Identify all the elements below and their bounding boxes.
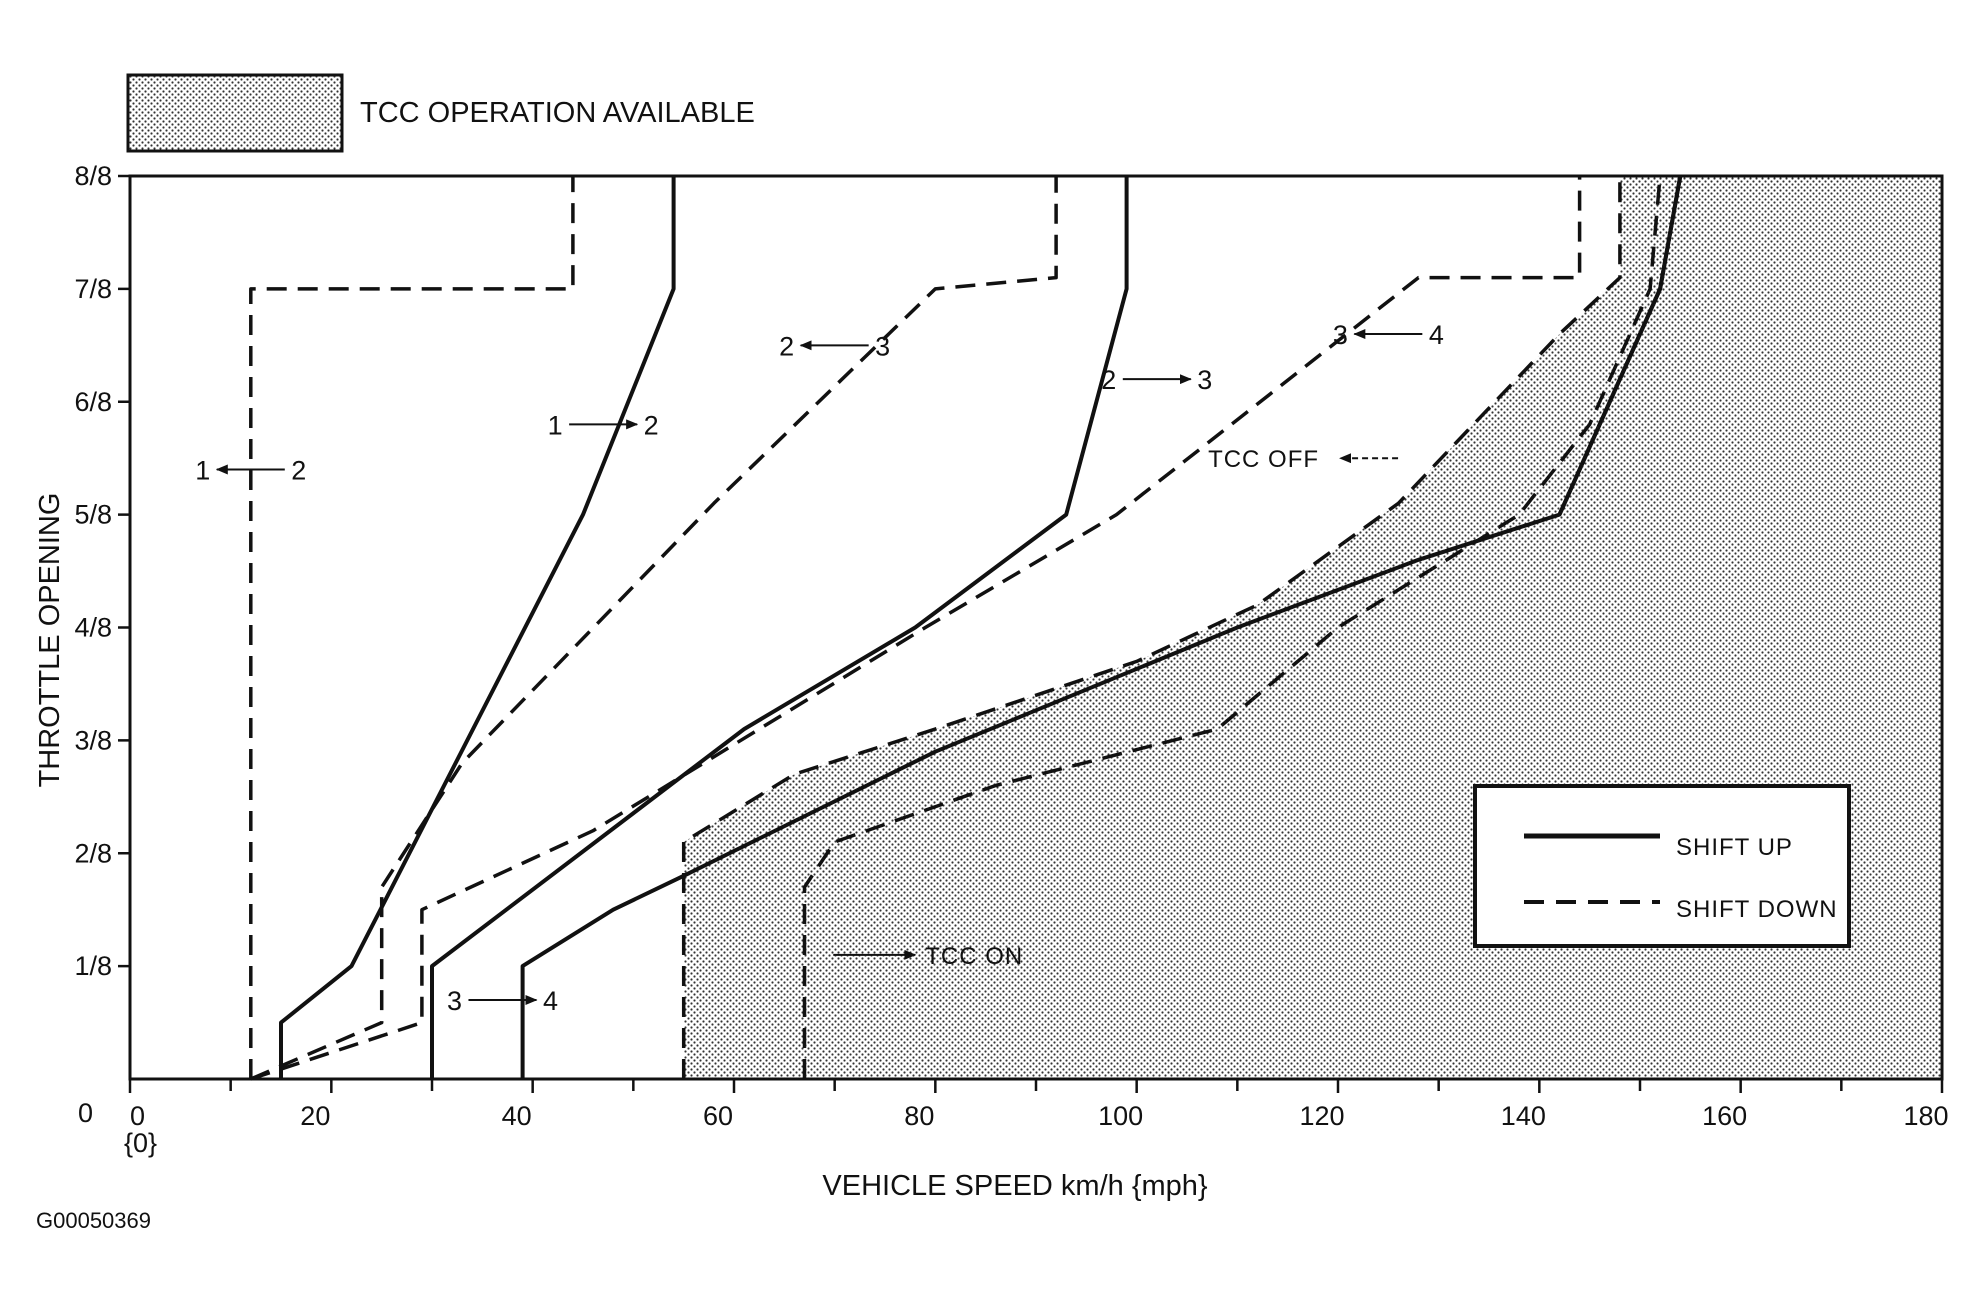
shift-down-line-4 — [250, 176, 1582, 1081]
shift-up-line-3 — [430, 176, 1129, 1079]
shift-annotation-to-gear: 3 — [1197, 365, 1212, 395]
y-tick-label: 2/8 — [74, 838, 112, 868]
tcc-annotation-0: TCC OFF — [1208, 446, 1399, 473]
shift-annotation-to-gear: 2 — [644, 410, 659, 440]
x-tick-label: 140 — [1501, 1101, 1546, 1131]
y-tick-label: 1/8 — [74, 951, 112, 981]
region-legend-swatch — [126, 73, 344, 153]
shift-up-line-1 — [279, 176, 676, 1079]
x-tick-label: 120 — [1299, 1101, 1344, 1131]
legend-shift-down-label: SHIFT DOWN — [1676, 896, 1838, 923]
shift-annotation-to-gear: 2 — [291, 455, 306, 485]
y-tick-label: 4/8 — [74, 613, 112, 643]
legend-box — [1473, 784, 1851, 948]
shift-annotation-from-gear: 1 — [195, 455, 210, 485]
x-tick-label: 20 — [300, 1101, 330, 1131]
region-legend-label: TCC OPERATION AVAILABLE — [360, 97, 755, 129]
y-tick-label: 7/8 — [74, 274, 112, 304]
y-tick-label: 8/8 — [74, 161, 112, 191]
x-zero-mph-label: {0} — [124, 1128, 157, 1158]
shift-annotation-from-gear: 3 — [447, 986, 462, 1016]
tcc-annotation-label: TCC OFF — [1208, 446, 1319, 473]
tcc-annotation-1: TCC ON — [833, 943, 1023, 970]
figure-id: G00050369 — [36, 1208, 151, 1233]
legend-shift-up-label: SHIFT UP — [1676, 834, 1793, 861]
x-axis-title: VEHICLE SPEED km/h {mph} — [822, 1170, 1208, 1202]
x-tick-label: 180 — [1903, 1101, 1948, 1131]
x-tick-label: 0 — [130, 1101, 145, 1131]
x-tick-label: 40 — [502, 1101, 532, 1131]
shift-annotation-from-gear: 1 — [548, 410, 563, 440]
shift-annotation-to-gear: 3 — [875, 331, 890, 361]
line-style-legend: SHIFT UP SHIFT DOWN — [1473, 784, 1851, 948]
x-tick-label: 160 — [1702, 1101, 1747, 1131]
shift-annotation-from-gear: 2 — [779, 331, 794, 361]
shift-down-line-8 — [802, 175, 1662, 1079]
shift-down-line-2 — [250, 176, 1058, 1081]
shift-annotation-to-gear: 4 — [543, 986, 558, 1016]
shift-annotation-to-gear: 4 — [1429, 320, 1444, 350]
x-tick-label: 60 — [703, 1101, 733, 1131]
y-axis-title: THROTTLE OPENING — [34, 493, 66, 788]
shift-annotation-from-gear: 2 — [1101, 365, 1116, 395]
shift-down-line-6 — [681, 176, 1622, 1079]
shift-annotation-from-gear: 3 — [1333, 320, 1348, 350]
shift-up-line-7 — [1557, 175, 1683, 516]
y-tick-label: 5/8 — [74, 500, 112, 530]
y-tick-label: 6/8 — [74, 387, 112, 417]
tcc-annotation-label: TCC ON — [925, 943, 1023, 970]
y-tick-label: 3/8 — [74, 725, 112, 755]
x-tick-label: 100 — [1098, 1101, 1143, 1131]
x-tick-label: 80 — [904, 1101, 934, 1131]
y-zero-label: 0 — [78, 1098, 93, 1128]
